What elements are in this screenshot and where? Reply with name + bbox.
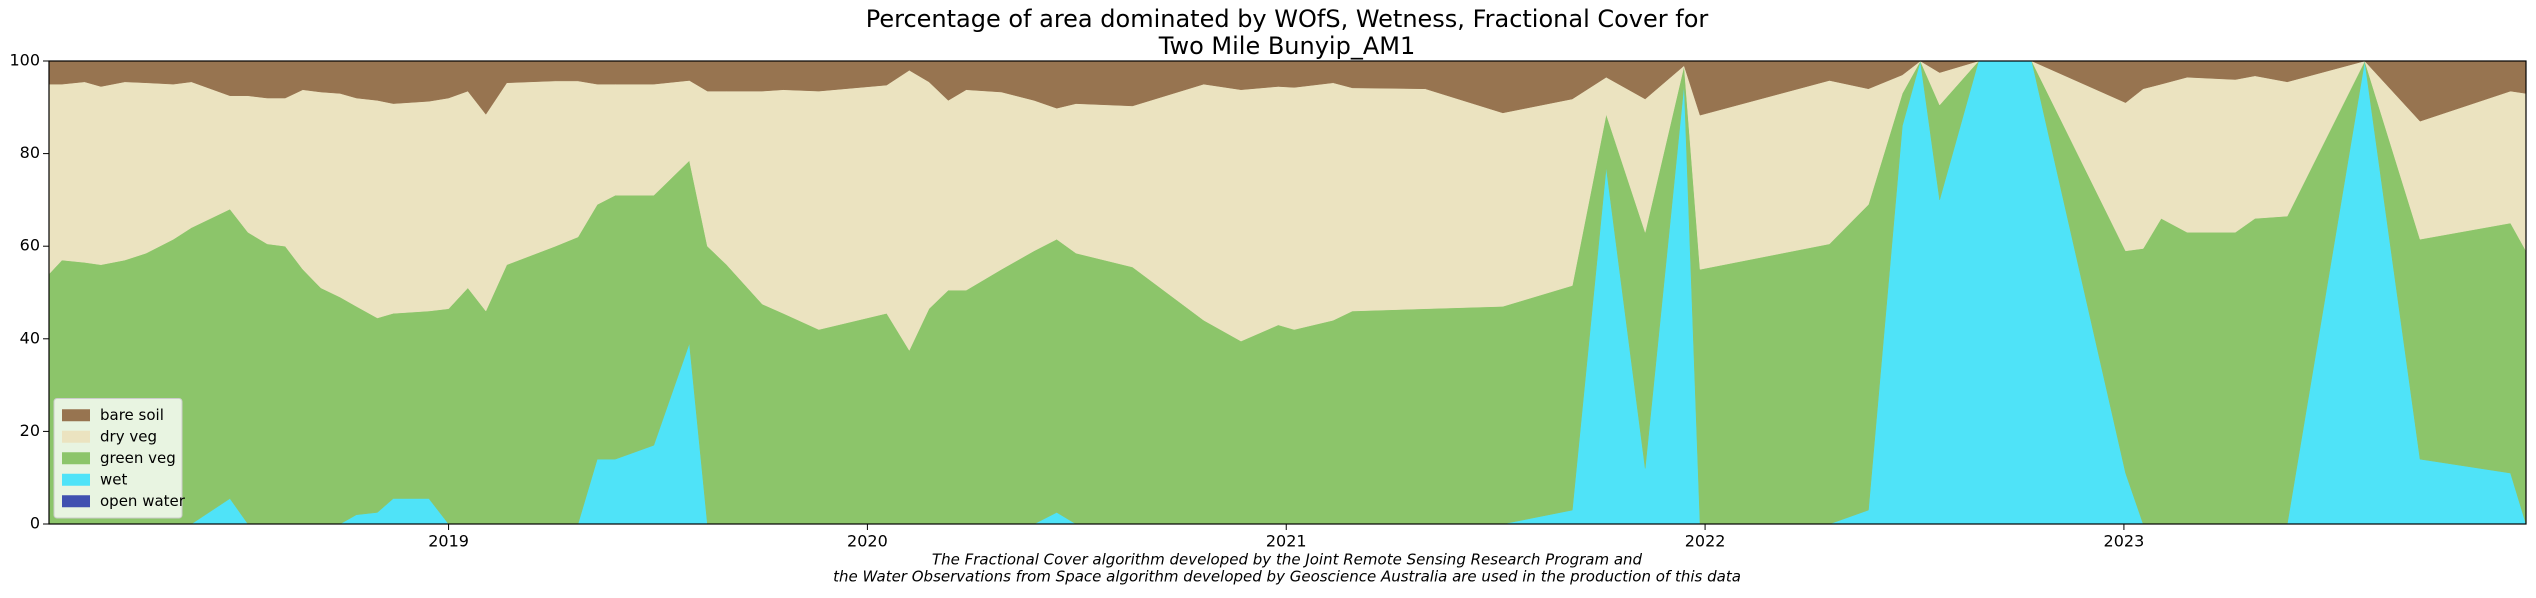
y-tick-label: 40 (20, 328, 40, 347)
footnote: the Water Observations from Space algori… (833, 568, 1741, 586)
y-tick-label: 80 (20, 143, 40, 162)
legend-swatch (62, 409, 90, 422)
x-tick-label: 2019 (428, 532, 469, 551)
y-tick-label: 100 (9, 51, 40, 70)
legend-label: dry veg (100, 427, 157, 445)
legend-swatch (62, 473, 90, 486)
y-tick-label: 60 (20, 236, 40, 255)
chart-subtitle: Two Mile Bunyip_AM1 (1158, 32, 1415, 60)
legend: bare soil dry veg green veg wet open water (53, 398, 186, 519)
x-tick-label: 2022 (1685, 532, 1726, 551)
legend-box (53, 398, 183, 519)
footnote: The Fractional Cover algorithm developed… (932, 551, 1643, 569)
legend-swatch (62, 430, 90, 443)
x-tick-label: 2020 (847, 532, 888, 551)
legend-label: green veg (100, 449, 176, 467)
legend-label: open water (100, 492, 186, 510)
legend-swatch (62, 452, 90, 465)
x-tick-label: 2023 (2104, 532, 2145, 551)
legend-label: bare soil (100, 406, 164, 424)
y-tick-label: 20 (20, 421, 40, 440)
y-tick-label: 0 (30, 514, 40, 533)
plot-frame (48, 60, 2527, 525)
legend-swatch (62, 495, 90, 508)
x-tick-label: 2021 (1266, 532, 1307, 551)
legend-label: wet (100, 470, 127, 488)
chart-title: Percentage of area dominated by WOfS, We… (866, 5, 1709, 33)
